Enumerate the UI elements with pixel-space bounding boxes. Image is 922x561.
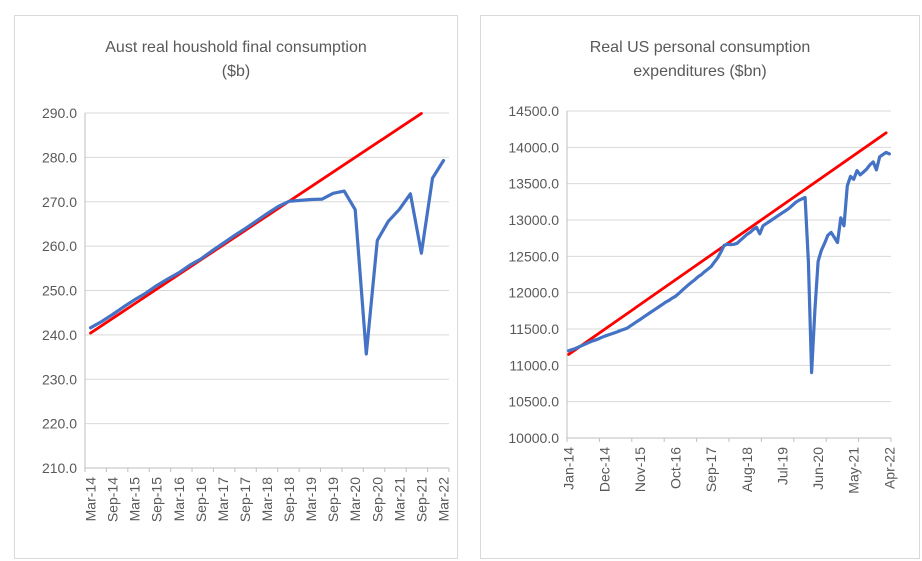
- y-axis-tick-label: 280.0: [42, 149, 77, 165]
- us-pce-plot: 14500.0 14000.0 13500.0 13000.0 12500.0 12000…: [508, 103, 897, 494]
- x-axis-tick-label: Mar-22: [435, 477, 451, 522]
- x-axis-tick-label: Sep-17: [703, 447, 719, 492]
- x-axis-tick-label: Aug-18: [739, 447, 755, 492]
- x-axis-tick-label: Dec-14: [596, 447, 612, 492]
- x-axis-tick-label: Jul-19: [774, 447, 790, 485]
- x-axis-tick-label: May-21: [846, 447, 862, 494]
- y-axis-tick-label: 11000.0: [509, 357, 559, 373]
- y-axis-tick-label: 11500.0: [509, 321, 559, 337]
- x-axis-tick-label: Apr-22: [881, 447, 897, 489]
- y-axis-tick-label: 10500.0: [508, 394, 559, 410]
- x-axis-tick-label: Jun-20: [810, 447, 826, 490]
- x-axis-tick-label: Sep-19: [325, 477, 341, 522]
- y-axis-tick-label: 220.0: [42, 416, 77, 432]
- x-axis-tick-label: Sep-14: [105, 477, 121, 522]
- y-axis-tick-label: 10000.0: [508, 430, 559, 446]
- x-axis-tick-label: Sep-18: [281, 477, 297, 522]
- y-axis-tick-label: 250.0: [42, 283, 77, 299]
- y-axis-tick-label: 12000.0: [508, 285, 559, 301]
- x-axis-tick-label: Sep-17: [237, 477, 253, 522]
- x-axis-tick-label: Sep-16: [193, 477, 209, 522]
- trendline-series: [89, 112, 423, 335]
- y-axis-tick-label: 290.0: [42, 105, 77, 121]
- x-axis-tick-label: Sep-15: [149, 477, 165, 522]
- y-axis-tick-label: 14500.0: [508, 103, 559, 119]
- x-axis-tick-label: Mar-17: [215, 477, 231, 522]
- y-axis-tick-label: 240.0: [42, 327, 77, 343]
- y-axis-tick-label: 210.0: [42, 460, 77, 476]
- x-axis-tick-label: Sep-21: [413, 477, 429, 522]
- x-axis-tick-label: Mar-16: [171, 477, 187, 522]
- aus-consumption-chart: 290.0 280.0 270.0 260.0 250.0 240.0 230.0 220.0…: [14, 15, 458, 559]
- us-pce-chart: 14500.0 14000.0 13500.0 13000.0 12500.0 12000…: [480, 15, 920, 559]
- y-axis-tick-label: 230.0: [42, 371, 77, 387]
- x-axis-tick-label: Mar-19: [303, 477, 319, 522]
- data-series-line: [88, 158, 446, 356]
- y-axis-tick-label: 260.0: [42, 238, 77, 254]
- x-axis-tick-label: Sep-20: [369, 477, 385, 522]
- x-axis-tick-label: Mar-14: [83, 477, 99, 522]
- aus-consumption-plot: 290.0 280.0 270.0 260.0 250.0 240.0 230.0 220.0…: [42, 105, 452, 522]
- x-axis-tick-label: Nov-15: [632, 447, 648, 492]
- y-axis-tick-label: 12500.0: [508, 248, 559, 264]
- y-axis-tick-label: 13000.0: [508, 212, 559, 228]
- x-axis-tick-label: Mar-15: [127, 477, 143, 522]
- data-series-line: [566, 150, 891, 375]
- x-axis-tick-label: Jan-14: [561, 447, 577, 490]
- x-axis-tick-label: Mar-20: [347, 477, 363, 522]
- y-axis-tick-label: 13500.0: [508, 176, 559, 192]
- x-axis-tick-label: Oct-16: [668, 447, 684, 489]
- y-axis-tick-label: 14000.0: [508, 139, 559, 155]
- x-axis-tick-label: Mar-21: [391, 477, 407, 522]
- x-axis-tick-label: Mar-18: [259, 477, 275, 522]
- y-axis-tick-label: 270.0: [42, 194, 77, 210]
